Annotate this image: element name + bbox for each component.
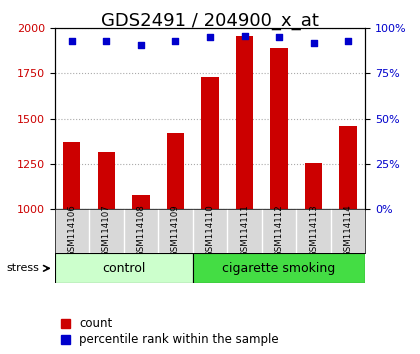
Bar: [167, 133, 184, 209]
Text: GSM114110: GSM114110: [205, 205, 215, 257]
Bar: [201, 77, 219, 209]
Bar: [98, 152, 115, 209]
Bar: [305, 163, 322, 209]
Point: [276, 35, 282, 40]
Bar: [55, 253, 193, 283]
Point: [207, 35, 213, 40]
Text: GSM114112: GSM114112: [275, 205, 284, 257]
Point: [310, 40, 317, 46]
Bar: [193, 253, 365, 283]
Point: [345, 38, 352, 44]
Text: GSM114113: GSM114113: [309, 205, 318, 257]
Bar: [339, 126, 357, 209]
Text: control: control: [102, 262, 145, 275]
Point: [172, 38, 179, 44]
Text: GSM114106: GSM114106: [67, 205, 76, 257]
Point: [68, 38, 75, 44]
Text: GSM114107: GSM114107: [102, 205, 111, 257]
Text: GSM114111: GSM114111: [240, 205, 249, 257]
Point: [138, 42, 144, 47]
Point: [103, 38, 110, 44]
Bar: [63, 142, 81, 209]
Text: GSM114108: GSM114108: [136, 205, 145, 257]
Legend: count, percentile rank within the sample: count, percentile rank within the sample: [60, 318, 279, 346]
Text: GSM114114: GSM114114: [344, 205, 353, 257]
Text: GDS2491 / 204900_x_at: GDS2491 / 204900_x_at: [101, 12, 319, 30]
Bar: [236, 35, 253, 209]
Point: [241, 33, 248, 38]
Bar: [270, 48, 288, 209]
Text: cigarette smoking: cigarette smoking: [223, 262, 336, 275]
Bar: [132, 195, 150, 209]
Text: GSM114109: GSM114109: [171, 205, 180, 257]
Text: stress: stress: [6, 263, 39, 273]
